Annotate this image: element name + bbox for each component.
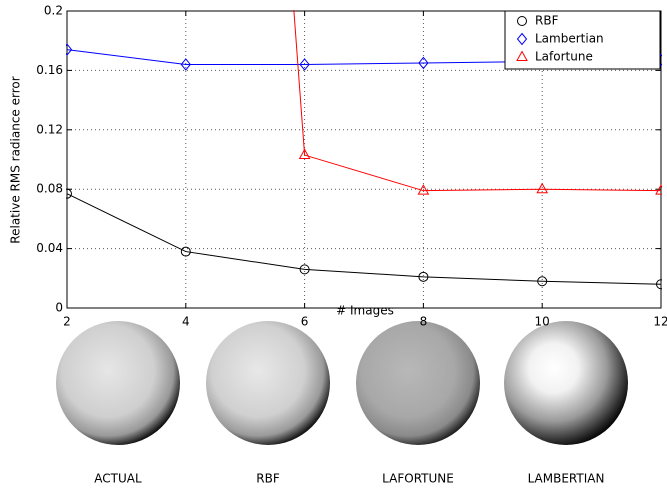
plot-frame <box>66 10 662 309</box>
legend-label: RBF <box>535 14 559 28</box>
legend-marker <box>516 50 528 61</box>
sphere-image <box>206 321 330 445</box>
legend-box <box>504 10 661 70</box>
marker <box>417 184 430 195</box>
marker <box>66 43 73 56</box>
sphere-image <box>356 321 480 445</box>
marker <box>299 58 310 71</box>
marker <box>299 264 310 275</box>
y-tick-label: 0.04 <box>36 241 63 255</box>
x-tick-label: 12 <box>653 315 667 329</box>
rendering-caption: LAFORTUNE <box>382 472 454 486</box>
x-tick-label: 6 <box>301 315 309 329</box>
legend-label: Lambertian <box>535 32 604 46</box>
sphere-image <box>504 321 628 445</box>
marker <box>180 246 191 257</box>
renderings: ACTUAL RBF LAFORTUNE LAMBERTIAN <box>56 321 628 486</box>
marker <box>180 58 191 71</box>
sphere-image <box>56 321 180 445</box>
marker <box>655 184 662 195</box>
marker <box>536 182 549 194</box>
y-tick-label: 0.08 <box>36 182 63 196</box>
marker <box>537 276 548 287</box>
marker <box>298 148 311 160</box>
legend: RBF Lambertian Lafortune <box>504 10 661 70</box>
series-line <box>293 10 662 192</box>
marker <box>656 279 662 290</box>
x-tick-label: 2 <box>63 315 71 329</box>
x-tick-label: 4 <box>182 315 190 329</box>
legend-marker <box>517 16 527 26</box>
x-tick-label: 8 <box>420 315 428 329</box>
y-tick-label: 0 <box>55 301 63 315</box>
y-axis-label: Relative RMS radiance error <box>9 76 23 243</box>
y-tick-label: 0.12 <box>36 122 63 136</box>
y-tick-label: 0.16 <box>36 63 63 77</box>
rendering-caption: LAMBERTIAN <box>528 472 605 486</box>
marker <box>418 56 429 70</box>
legend-label: Lafortune <box>535 50 593 64</box>
rendering-caption: ACTUAL <box>94 472 142 486</box>
x-axis-label: # Images <box>336 304 394 318</box>
rendering-caption: RBF <box>256 472 280 486</box>
series-line <box>66 193 662 285</box>
x-tick-label: 10 <box>535 315 550 329</box>
legend-marker <box>516 32 528 46</box>
marker <box>66 188 72 199</box>
marker <box>418 271 429 282</box>
y-tick-label: 0.2 <box>44 4 63 18</box>
